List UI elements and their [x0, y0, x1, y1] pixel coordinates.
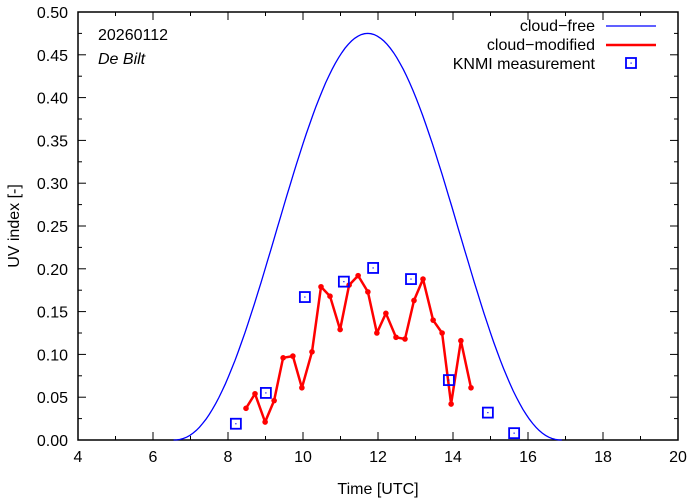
series-layer — [173, 32, 562, 441]
cloud-modified-point — [280, 355, 286, 361]
knmi-measurement-marker — [337, 275, 350, 288]
x-tick-label: 10 — [294, 449, 312, 466]
cloud-modified-point — [271, 397, 277, 404]
x-tick-label: 14 — [444, 449, 462, 466]
knmi-measurement-dot — [235, 423, 237, 425]
knmi-measurement-dot — [265, 392, 267, 394]
y-tick-label: 0.15 — [37, 305, 68, 322]
knmi-measurement-marker — [405, 273, 417, 285]
y-tick-label: 0.05 — [37, 390, 68, 407]
location-annotation: De Bilt — [98, 51, 146, 68]
plot-frame — [77, 11, 679, 441]
knmi-measurement-dot — [448, 379, 450, 381]
cloud-modified-point — [327, 293, 333, 299]
y-axis-title: UV index [-] — [6, 184, 23, 268]
x-tick-label: 8 — [224, 449, 233, 466]
cloud-modified-point — [402, 336, 408, 342]
x-tick-label: 18 — [594, 449, 612, 466]
cloud-modified-point — [393, 334, 399, 341]
cloud-modified-point — [309, 349, 315, 355]
cloud-modified-point — [411, 297, 417, 304]
y-tick-label: 0.50 — [37, 5, 68, 22]
knmi-measurement-marker — [298, 291, 311, 303]
cloud-modified-point — [252, 390, 258, 397]
cloud-modified-point — [383, 310, 389, 317]
y-tick-label: 0.25 — [37, 219, 68, 236]
cloud-modified-point — [365, 289, 371, 295]
cloud-modified-point — [318, 283, 324, 290]
cloud-modified-point — [458, 337, 464, 344]
date-annotation: 20260112 — [98, 27, 168, 44]
legend-label-cloud-free: cloud−free — [520, 18, 595, 35]
y-tick-label: 0.10 — [37, 347, 68, 364]
cloud-modified-point — [243, 405, 249, 412]
axes: 4 6 8 10 12 14 16 18 20 0.00 0.05 0.10 0.15 0.20 0.25 0… — [37, 5, 687, 466]
knmi-measurement-marker — [259, 387, 272, 399]
knmi-measurement-dot — [410, 278, 412, 280]
x-tick-label: 12 — [369, 449, 387, 466]
knmi-measurement-dot — [304, 296, 306, 298]
knmi-measurement-dot — [343, 281, 345, 283]
cloud-modified-line — [244, 274, 473, 424]
y-tick-label: 0.40 — [37, 91, 68, 108]
cloud-modified-point — [468, 384, 474, 391]
knmi-measurement-marker — [481, 406, 494, 419]
knmi-measurement-marker — [367, 262, 380, 274]
cloud-modified-point — [290, 353, 296, 359]
legend: cloud−free cloud−modified KNMI measureme… — [453, 18, 656, 73]
x-tick-label: 16 — [519, 449, 537, 466]
legend-label-cloud-modified: cloud−modified — [487, 37, 595, 54]
knmi-measurement-dot — [372, 267, 374, 269]
legend-swatch-knmi-dot — [630, 62, 632, 64]
x-axis-title: Time [UTC] — [337, 481, 418, 498]
y-tick-label: 0.30 — [37, 176, 68, 193]
y-tick-label: 0.45 — [37, 48, 68, 65]
knmi-measurement-dot — [487, 412, 489, 414]
y-tick-label: 0.20 — [37, 262, 68, 279]
cloud-modified-point — [299, 384, 305, 391]
x-tick-label: 20 — [669, 449, 687, 466]
cloud-modified-point — [337, 326, 343, 333]
cloud-modified-point — [439, 330, 445, 336]
cloud-modified-point — [374, 330, 380, 336]
cloud-modified-point — [430, 317, 436, 323]
cloud-modified-point — [448, 401, 454, 407]
legend-label-knmi: KNMI measurement — [453, 56, 596, 73]
knmi-measurement-marker — [229, 417, 242, 430]
cloud-modified-point — [420, 276, 426, 282]
legend-swatch-knmi — [625, 57, 637, 69]
y-tick-label: 0.00 — [37, 433, 68, 450]
knmi-measurement-dot — [513, 432, 515, 434]
cloud-free-line — [173, 32, 562, 441]
cloud-modified-point — [355, 272, 361, 279]
x-tick-label: 6 — [149, 449, 158, 466]
knmi-measurement-marker — [508, 427, 521, 440]
y-tick-label: 0.35 — [37, 133, 68, 150]
knmi-measurement-marker — [442, 374, 455, 386]
x-tick-label: 4 — [74, 449, 83, 466]
cloud-modified-point — [262, 419, 268, 425]
